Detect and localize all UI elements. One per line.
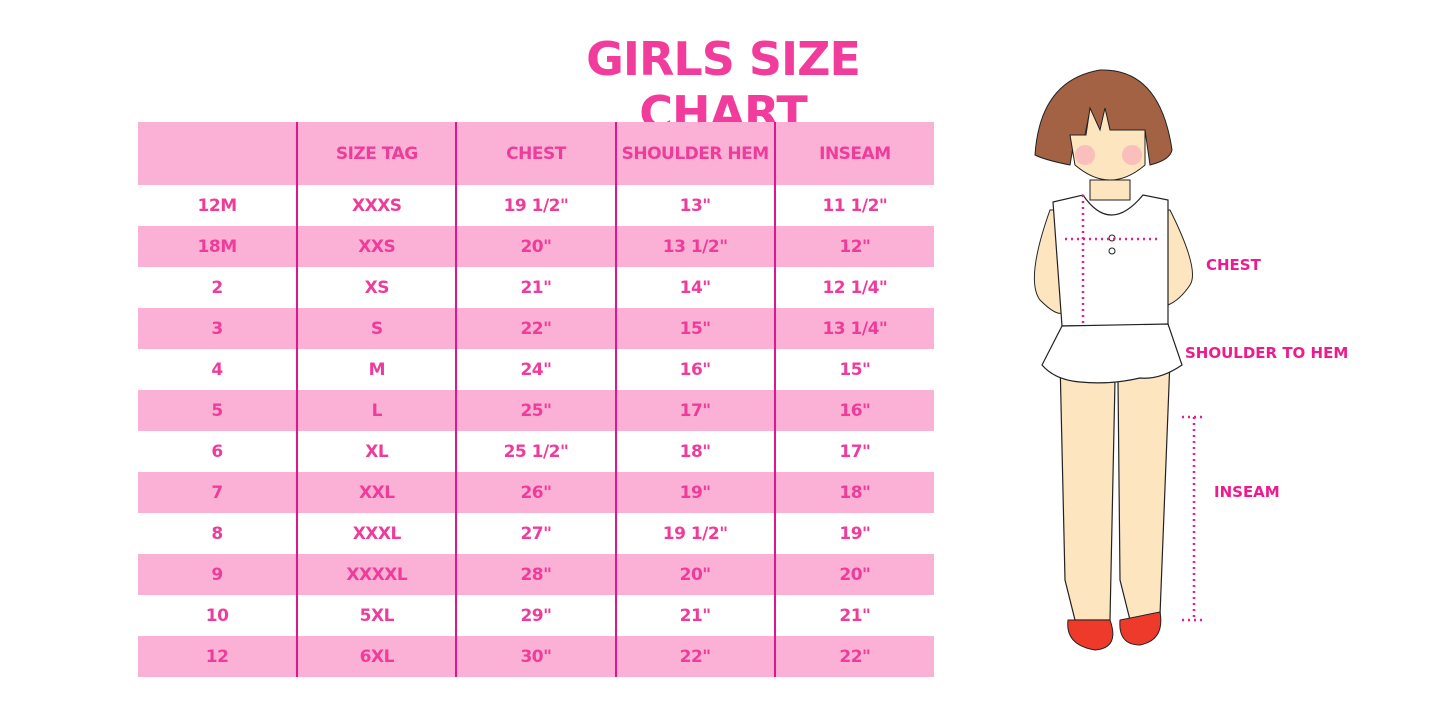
table-row: 8 XXXL 27" 19 1/2" 19": [138, 513, 934, 554]
table-cell: XXXXL: [296, 554, 457, 595]
table-cell: 12 1/4": [773, 267, 934, 308]
table-cell: 18M: [138, 226, 298, 267]
table-cell: 22": [773, 636, 934, 677]
chest-label: CHEST: [1206, 256, 1261, 274]
table-cell: 20": [614, 554, 775, 595]
girl-measurement-illustration: [1020, 60, 1380, 664]
table-cell: 15": [614, 308, 775, 349]
table-cell: 20": [455, 226, 616, 267]
column-header: SIZE TAG: [296, 122, 457, 185]
table-cell: 17": [614, 390, 775, 431]
table-row: 6 XL 25 1/2" 18" 17": [138, 431, 934, 472]
table-cell: 21": [455, 267, 616, 308]
table-cell: 19 1/2": [614, 513, 775, 554]
table-row: 9 XXXXL 28" 20" 20": [138, 554, 934, 595]
table-cell: XS: [296, 267, 457, 308]
table-row: 3 S 22" 15" 13 1/4": [138, 308, 934, 349]
column-header: INSEAM: [773, 122, 934, 185]
table-cell: 27": [455, 513, 616, 554]
table-row: 12 6XL 30" 22" 22": [138, 636, 934, 677]
table-row: 5 L 25" 17" 16": [138, 390, 934, 431]
table-cell: 4: [211, 359, 223, 380]
table-cell: L: [296, 390, 457, 431]
table-cell: 24": [455, 349, 616, 390]
table-row: 4 M 24" 16" 15": [138, 349, 934, 390]
table-cell: 7: [138, 472, 298, 513]
table-row: 2 XS 21" 14" 12 1/4": [138, 267, 934, 308]
table-cell: 25": [455, 390, 616, 431]
table-cell: 26": [455, 472, 616, 513]
table-cell: 5: [138, 390, 298, 431]
table-row: 7 XXL 26" 19" 18": [138, 472, 934, 513]
table-cell: 12M: [197, 195, 238, 216]
table-cell: 12: [138, 636, 298, 677]
table-cell: 18": [773, 472, 934, 513]
table-cell: 16": [614, 349, 775, 390]
table-cell: 22": [614, 636, 775, 677]
table-cell: 12": [773, 226, 934, 267]
table-cell: 13 1/2": [614, 226, 775, 267]
table-cell: 6XL: [296, 636, 457, 677]
table-cell: 29": [455, 595, 616, 636]
column-header: CHEST: [455, 122, 616, 185]
table-header: SIZE TAG CHEST SHOULDER HEM INSEAM: [138, 122, 934, 185]
table-cell: 20": [773, 554, 934, 595]
size-chart-table: SIZE TAG CHEST SHOULDER HEM INSEAM 12M XXXS 1…: [138, 122, 934, 677]
table-cell: 10: [205, 605, 229, 626]
table-cell: S: [296, 308, 457, 349]
table-cell: 22": [455, 308, 616, 349]
table-cell: 2: [211, 277, 223, 298]
table-cell: 21": [773, 595, 934, 636]
column-header: [138, 122, 298, 185]
table-cell: 18": [614, 431, 775, 472]
table-cell: M: [296, 349, 457, 390]
table-row: 10 5XL 29" 21" 21": [138, 595, 934, 636]
table-cell: XXS: [296, 226, 457, 267]
table-row: 18M XXS 20" 13 1/2" 12": [138, 226, 934, 267]
table-cell: 3: [138, 308, 298, 349]
table-cell: 16": [773, 390, 934, 431]
table-cell: 21": [614, 595, 775, 636]
table-cell: 19": [773, 513, 934, 554]
column-header: SHOULDER HEM: [614, 122, 775, 185]
table-cell: XXL: [296, 472, 457, 513]
table-cell: 8: [211, 523, 223, 544]
table-cell: 9: [138, 554, 298, 595]
table-cell: 13": [614, 185, 775, 226]
table-cell: 13 1/4": [773, 308, 934, 349]
table-cell: 11 1/2": [773, 185, 934, 226]
table-row: 12M XXXS 19 1/2" 13" 11 1/2": [138, 185, 934, 226]
table-cell: 14": [614, 267, 775, 308]
table-cell: XL: [296, 431, 457, 472]
table-cell: XXXS: [296, 185, 457, 226]
table-cell: 15": [773, 349, 934, 390]
inseam-label: INSEAM: [1214, 483, 1280, 501]
table-cell: 6: [211, 441, 223, 462]
table-cell: 17": [773, 431, 934, 472]
table-cell: XXXL: [296, 513, 457, 554]
table-cell: 19": [614, 472, 775, 513]
table-cell: 19 1/2": [455, 185, 616, 226]
shoulder-to-hem-label: SHOULDER TO HEM: [1185, 344, 1349, 362]
table-cell: 28": [455, 554, 616, 595]
table-cell: 5XL: [296, 595, 457, 636]
page-title: GIRLS SIZE CHART: [586, 32, 861, 140]
table-cell: 25 1/2": [455, 431, 616, 472]
table-cell: 30": [455, 636, 616, 677]
